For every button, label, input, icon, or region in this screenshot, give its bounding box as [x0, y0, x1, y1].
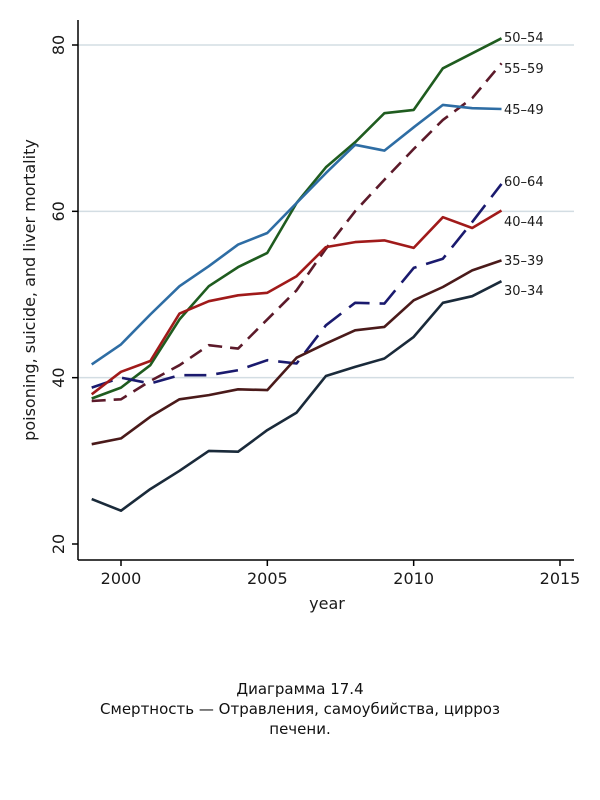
series-labels: 50–54 55–59 45–49 60–64 40–44 35–39 30–34 — [504, 31, 544, 299]
x-tick-label-2005: 2005 — [247, 569, 288, 588]
y-tick-label-40: 40 — [49, 367, 68, 387]
y-tick-label-80: 80 — [49, 35, 68, 55]
x-tick-label-2000: 2000 — [101, 569, 142, 588]
figure-caption-line1: Смертность — Отравления, самоубийства, ц… — [100, 700, 500, 718]
series-line-3 — [90, 103, 502, 366]
series-lines — [90, 37, 503, 513]
series-line-4 — [91, 183, 503, 389]
y-tick-label-60: 60 — [49, 201, 68, 221]
series-label-6: 35–39 — [504, 254, 544, 269]
series-label-3: 45–49 — [504, 103, 544, 118]
axes: 20 40 60 80 2000 2005 2010 2015 — [49, 20, 580, 588]
x-tick-label-2015: 2015 — [540, 569, 581, 588]
series-line-5 — [90, 209, 503, 396]
series-line-2 — [91, 62, 503, 403]
series-label-5: 40–44 — [504, 215, 544, 230]
figure-caption-line2: печени. — [269, 720, 331, 738]
figure-caption-title: Диаграмма 17.4 — [236, 680, 364, 698]
x-tick-label-2010: 2010 — [393, 569, 434, 588]
x-axis-title: year — [309, 594, 345, 613]
y-axis-title: poisoning, suicide, and liver mortality — [20, 139, 39, 441]
series-line-7 — [91, 280, 503, 513]
series-line-6 — [91, 259, 502, 446]
series-label-1: 50–54 — [504, 31, 544, 46]
y-tick-label-20: 20 — [49, 534, 68, 554]
series-label-4: 60–64 — [504, 175, 544, 190]
series-label-7: 30–34 — [504, 284, 544, 299]
series-label-2: 55–59 — [504, 62, 544, 77]
